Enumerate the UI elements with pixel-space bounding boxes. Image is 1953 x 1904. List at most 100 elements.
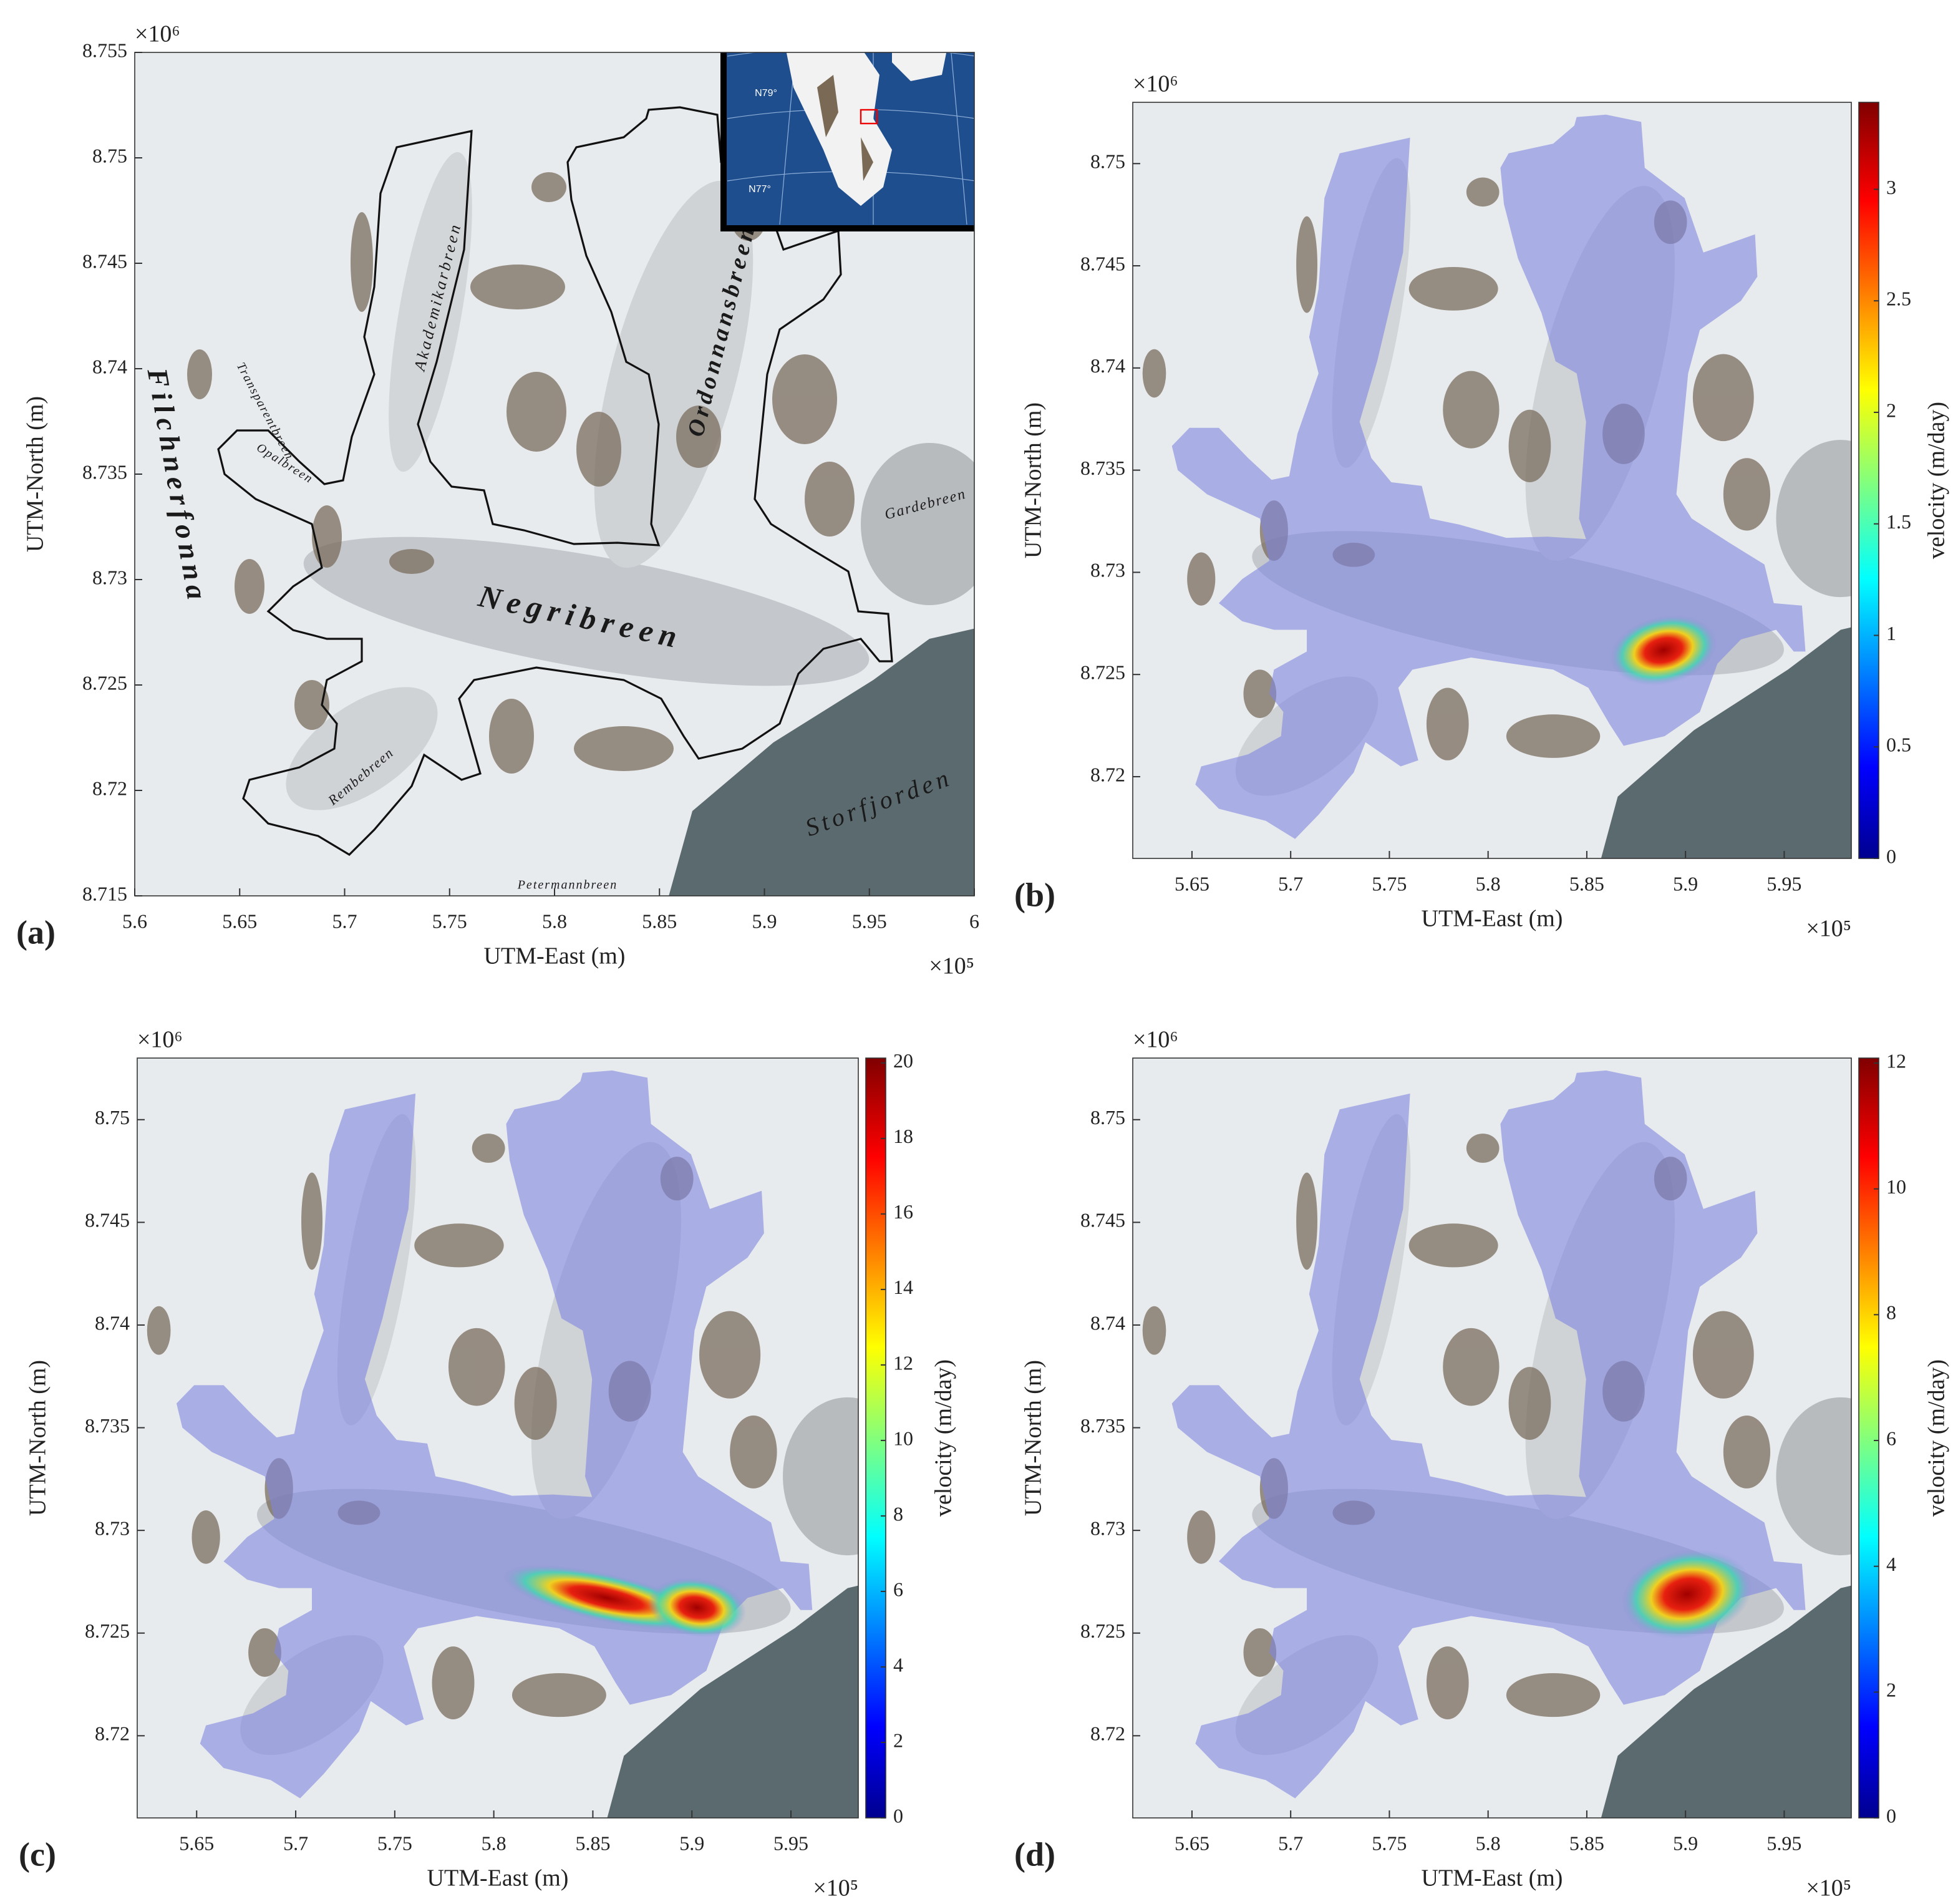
geo-layer (137, 1058, 858, 1818)
y-tick-label: 8.735 (85, 1414, 130, 1437)
x-tick-label: 5.95 (1766, 1832, 1801, 1854)
x-axis-label: UTM-East (m) (1422, 1865, 1563, 1892)
y-tick-label: 8.745 (1080, 1209, 1125, 1231)
y-tick-label: 8.735 (1080, 457, 1125, 479)
y-tick-label: 8.745 (85, 1209, 130, 1231)
x-tick-label: 5.6 (122, 910, 147, 932)
colorbar-tick-label: 2 (1886, 399, 1896, 421)
y-tick-label: 8.73 (95, 1517, 130, 1539)
y-tick-label: 8.735 (82, 460, 127, 483)
colorbar-tick-label: 16 (893, 1200, 913, 1223)
x-tick-label: 5.65 (222, 910, 257, 932)
x-tick-label: 5.85 (575, 1832, 610, 1854)
colorbar-tick-label: 20 (893, 1049, 913, 1072)
y-tick-label: 8.725 (82, 671, 127, 694)
x-axis-label: UTM-East (m) (1422, 906, 1563, 932)
x-tick-label: 5.65 (179, 1832, 214, 1854)
x-tick-label: 5.9 (1673, 1832, 1698, 1854)
colorbar-tick-label: 10 (1886, 1175, 1906, 1198)
y-tick-label: 8.745 (1080, 252, 1125, 274)
y-tick-label: 8.74 (92, 355, 127, 377)
colorbar-tick-label: 4 (1886, 1553, 1896, 1575)
x-multiplier: ×10⁵ (1806, 916, 1851, 942)
y-axis-label: UTM-North (m) (22, 396, 49, 552)
inset-rock (817, 75, 873, 181)
colorbar-tick-label: 0.5 (1886, 734, 1911, 756)
map-area: Filchnerfonna TransparentbreenOpalbreenAk… (135, 24, 974, 896)
colorbar (1858, 1057, 1879, 1819)
y-axis-label: UTM-North (m) (1020, 402, 1047, 558)
x-tick-label: 5.7 (332, 910, 357, 932)
x-tick-label: 5.9 (1673, 872, 1698, 895)
velocity-hotspot (1610, 615, 1717, 686)
x-axis-label: UTM-East (m) (484, 943, 626, 969)
y-multiplier: ×10⁶ (1133, 71, 1178, 97)
colorbar-tick-label: 2 (893, 1729, 903, 1751)
x-tick-label: 5.7 (1278, 872, 1303, 895)
x-multiplier: ×10⁵ (929, 953, 974, 979)
x-tick-label: 5.85 (1569, 1832, 1604, 1854)
panel-label: (d) (1014, 1835, 1055, 1873)
colorbar-tick-label: 6 (1886, 1427, 1896, 1449)
x-tick-label: 5.8 (482, 1832, 506, 1854)
x-tick-label: 5.95 (852, 910, 887, 932)
x-tick-label: 5.7 (1278, 1832, 1303, 1854)
y-multiplier: ×10⁶ (135, 21, 180, 47)
colorbar-tick-label: 0 (1886, 845, 1896, 867)
y-tick-label: 8.75 (92, 144, 127, 167)
x-tick-label: 5.95 (773, 1832, 808, 1854)
y-multiplier: ×10⁶ (1133, 1027, 1178, 1053)
colorbar-tick-label: 0 (1886, 1804, 1896, 1827)
y-tick-label: 8.73 (1090, 1517, 1125, 1539)
x-tick-label: 5.65 (1175, 1832, 1209, 1854)
x-tick-label: 5.75 (1372, 872, 1407, 895)
x-multiplier: ×10⁵ (813, 1875, 858, 1902)
y-tick-label: 8.74 (95, 1311, 130, 1334)
x-axis-label: UTM-East (m) (427, 1865, 569, 1892)
x-tick-label: 5.65 (1175, 872, 1209, 895)
x-tick-label: 5.75 (377, 1832, 412, 1854)
velocity-hotspot (1622, 1549, 1752, 1639)
y-tick-label: 8.735 (1080, 1414, 1125, 1437)
y-tick-label: 8.74 (1090, 354, 1125, 377)
y-axis-label: UTM-North (m) (1020, 1360, 1047, 1516)
panel-label: (b) (1014, 876, 1055, 913)
colorbar-tick-label: 8 (893, 1502, 903, 1525)
inset-label: E 25° (901, 24, 925, 35)
map-area (1133, 102, 1851, 858)
y-tick-label: 8.725 (1080, 661, 1125, 684)
colorbar (865, 1057, 886, 1819)
panel-label: (c) (19, 1835, 56, 1873)
axes-frame (1132, 102, 1852, 859)
y-tick-label: 8.73 (92, 566, 127, 588)
x-tick-label: 5.8 (542, 910, 567, 932)
colorbar-tick-label: 12 (893, 1351, 913, 1374)
colorbar-tick-label: 6 (893, 1578, 903, 1600)
velocity-hotspot (647, 1578, 747, 1638)
x-tick-label: 5.8 (1476, 872, 1501, 895)
inset-label: E 15° (767, 24, 792, 35)
x-tick-label: 5.95 (1766, 872, 1801, 895)
y-axis-label: UTM-North (m) (25, 1360, 51, 1516)
colorbar-tick-label: 4 (893, 1653, 903, 1676)
geo-layer (1133, 1058, 1851, 1818)
axes-frame (1132, 1057, 1852, 1819)
colorbar-label: velocity (m/day) (1924, 402, 1950, 559)
x-tick-label: 5.9 (679, 1832, 704, 1854)
y-tick-label: 8.72 (1090, 1722, 1125, 1745)
x-multiplier: ×10⁵ (1806, 1875, 1851, 1902)
colorbar-tick-label: 2.5 (1886, 288, 1911, 310)
map-area (1133, 1058, 1851, 1818)
colorbar-label: velocity (m/day) (1924, 1359, 1950, 1517)
x-tick-label: 6 (969, 910, 979, 932)
axes-frame (137, 1057, 859, 1819)
colorbar-tick-label: 18 (893, 1125, 913, 1147)
colorbar-label: velocity (m/day) (931, 1359, 957, 1517)
map-area (137, 1058, 858, 1818)
x-tick-label: 5.8 (1476, 1832, 1501, 1854)
colorbar-tick-label: 2 (1886, 1679, 1896, 1701)
colorbar-tick-label: 1 (1886, 622, 1896, 644)
colorbar-tick-label: 10 (893, 1427, 913, 1449)
y-tick-label: 8.72 (95, 1722, 130, 1745)
